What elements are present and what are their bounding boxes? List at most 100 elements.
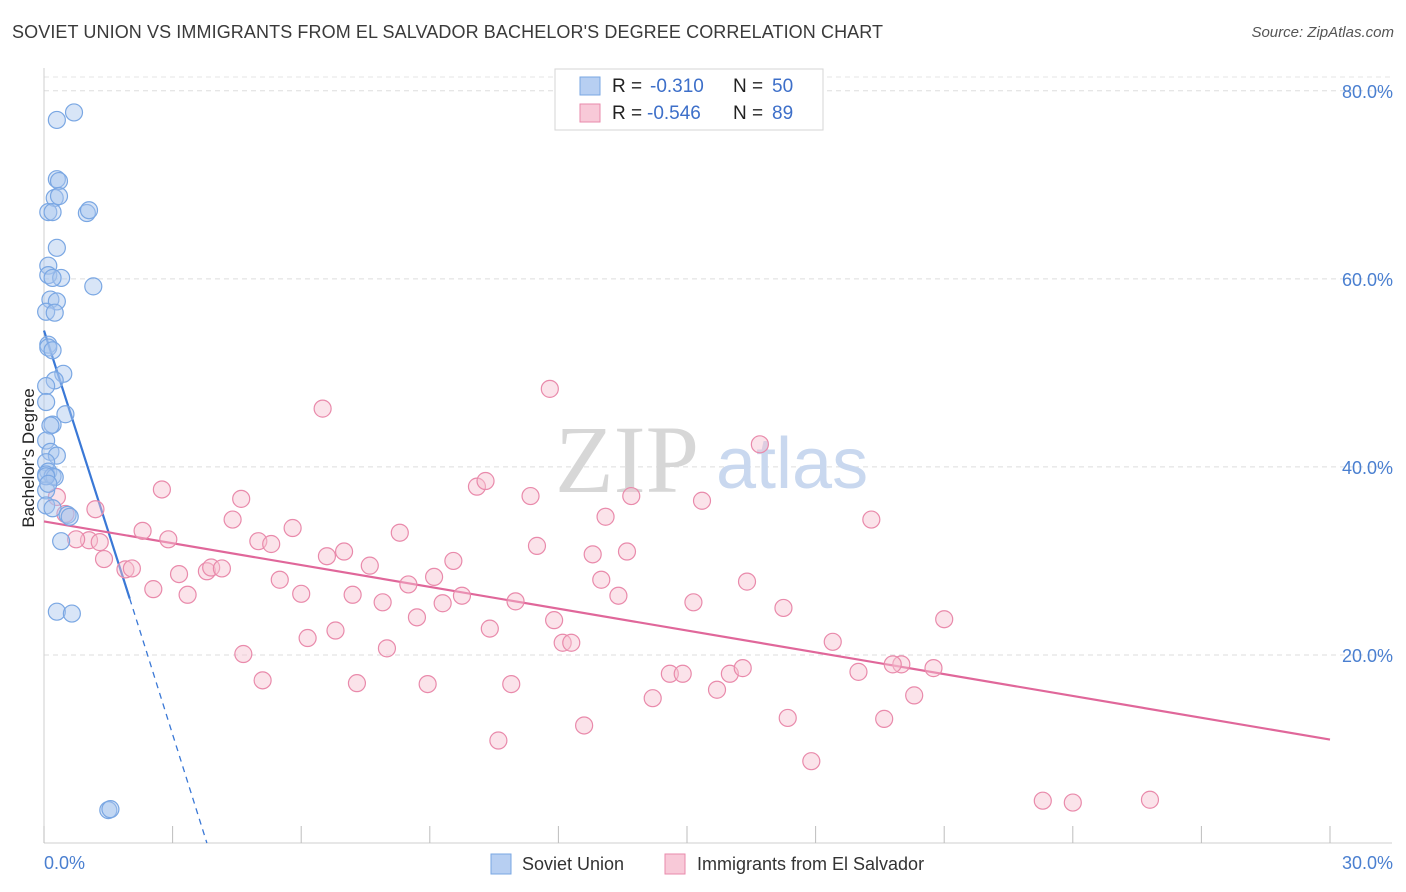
data-point-elsalvador [643, 689, 662, 708]
legend-swatch-elsalvador [579, 103, 601, 123]
data-point-soviet [77, 203, 96, 223]
data-point-elsalvador [283, 518, 302, 538]
data-point-elsalvador [67, 530, 86, 549]
data-point-soviet [79, 201, 99, 220]
data-point-elsalvador [489, 731, 508, 750]
data-point-elsalvador [592, 570, 611, 589]
data-point-elsalvador [262, 534, 281, 554]
legend-r-value-2: -0.546 [647, 103, 701, 124]
data-point-elsalvador [778, 708, 797, 728]
data-point-elsalvador [360, 556, 379, 575]
data-point-elsalvador [152, 480, 171, 499]
y-tick-label: 80.0% [1342, 82, 1393, 102]
data-point-elsalvador [905, 686, 924, 705]
data-point-elsalvador [502, 674, 521, 694]
data-point-elsalvador [527, 536, 547, 555]
legend-n-value-2: 89 [772, 103, 793, 124]
data-point-elsalvador [774, 598, 793, 618]
watermark: ZIP atlas [555, 406, 868, 513]
data-point-elsalvador [617, 542, 637, 561]
data-point-soviet [41, 416, 60, 435]
data-point-elsalvador [707, 680, 727, 699]
data-point-elsalvador [424, 567, 444, 587]
data-point-soviet [37, 431, 56, 450]
data-point-soviet [60, 507, 79, 526]
data-point-elsalvador [583, 545, 602, 564]
data-point-elsalvador [407, 608, 427, 627]
data-point-elsalvador [924, 659, 943, 678]
data-point-soviet [47, 602, 66, 621]
data-point-soviet [47, 110, 66, 130]
data-point-soviet [56, 405, 75, 424]
data-point-elsalvador [444, 551, 463, 571]
data-point-soviet [43, 268, 62, 288]
data-point-elsalvador [823, 632, 842, 651]
data-point-soviet [64, 103, 84, 122]
data-point-elsalvador [90, 533, 109, 552]
data-point-elsalvador [452, 586, 472, 605]
series-legend: Soviet Union Immigrants from El Salvador [490, 853, 924, 875]
trendline-extension [129, 598, 208, 844]
data-point-elsalvador [223, 510, 242, 529]
x-tick-label: 30.0% [1342, 853, 1393, 873]
trendline-soviet [42, 330, 131, 599]
axes [43, 68, 1392, 844]
tick-labels: 20.0% 40.0% 60.0% 80.0% 0.0% 30.0% [44, 82, 1393, 873]
data-point-soviet [37, 376, 56, 396]
data-point-elsalvador [596, 507, 615, 526]
data-point-elsalvador [347, 674, 367, 693]
data-point-elsalvador [377, 639, 397, 658]
data-point-elsalvador [234, 644, 253, 664]
data-point-soviet [43, 341, 62, 360]
data-point-elsalvador [935, 610, 954, 629]
data-point-elsalvador [326, 621, 345, 640]
legend-swatch-soviet [579, 76, 601, 96]
data-point-elsalvador [373, 593, 392, 612]
data-point-elsalvador [270, 570, 289, 589]
data-point-elsalvador [178, 585, 197, 604]
data-point-soviet [45, 303, 64, 322]
data-point-soviet [62, 604, 81, 623]
data-point-elsalvador [343, 585, 362, 604]
data-point-elsalvador [692, 491, 712, 510]
data-point-elsalvador [883, 655, 902, 674]
data-point-elsalvador [480, 619, 499, 638]
data-point-elsalvador [433, 594, 452, 613]
data-point-elsalvador [1033, 791, 1052, 810]
bottom-legend-label-elsalvador: Immigrants from El Salvador [697, 854, 924, 874]
data-point-elsalvador [169, 564, 189, 584]
data-point-elsalvador [159, 530, 178, 549]
legend-r-value-1: -0.310 [650, 76, 704, 97]
trendline-elsalvador [43, 520, 1331, 741]
data-point-elsalvador [292, 584, 311, 603]
y-tick-label: 40.0% [1342, 458, 1393, 478]
data-point-elsalvador [313, 399, 332, 418]
y-tick-label: 20.0% [1342, 646, 1393, 666]
data-point-elsalvador [545, 611, 564, 630]
data-point-elsalvador [802, 752, 821, 771]
data-point-soviet [37, 481, 56, 500]
data-point-elsalvador [562, 633, 581, 652]
data-point-soviet [37, 467, 56, 486]
data-point-soviet [52, 532, 71, 551]
legend-r-label-2: R = [612, 103, 642, 124]
data-point-elsalvador [476, 471, 495, 491]
data-point-elsalvador [399, 575, 418, 594]
data-point-elsalvador [232, 489, 251, 508]
data-point-elsalvador [212, 559, 231, 578]
data-point-soviet [49, 187, 69, 206]
source-credit: Source: ZipAtlas.com [1251, 24, 1394, 41]
data-point-elsalvador [86, 500, 105, 519]
bottom-legend-swatch-elsalvador [664, 853, 686, 875]
data-points [37, 103, 1160, 820]
data-point-soviet [49, 171, 69, 191]
data-point-elsalvador [875, 709, 894, 728]
data-point-elsalvador [575, 716, 594, 735]
y-tick-label: 60.0% [1342, 270, 1393, 290]
data-point-soviet [39, 474, 58, 493]
bottom-legend-swatch-soviet [490, 853, 512, 875]
data-point-elsalvador [622, 486, 641, 506]
data-point-elsalvador [733, 659, 752, 678]
data-point-elsalvador [298, 628, 317, 648]
data-point-elsalvador [334, 542, 354, 561]
